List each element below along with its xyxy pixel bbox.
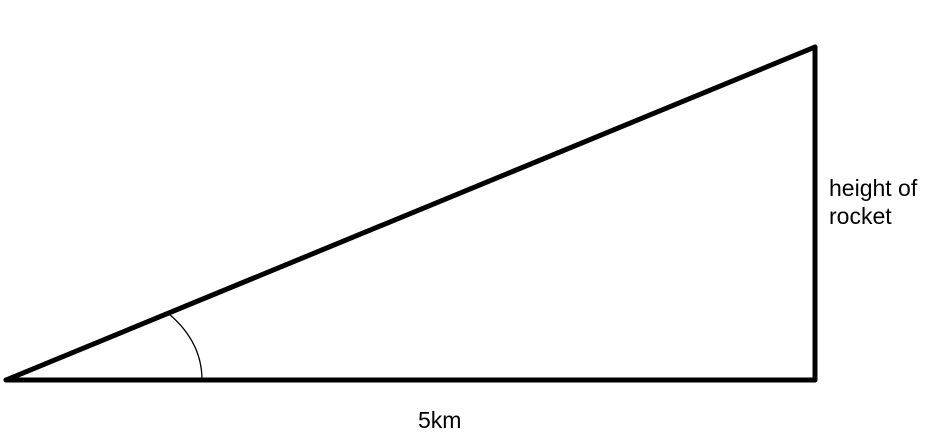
height-label: height of rocket [829,175,917,230]
height-label-line1: height of [829,175,918,201]
angle-arc [168,313,203,381]
base-label: 5km [418,407,462,433]
height-label-line2: rocket [829,202,892,229]
hypotenuse-line [3,44,818,383]
